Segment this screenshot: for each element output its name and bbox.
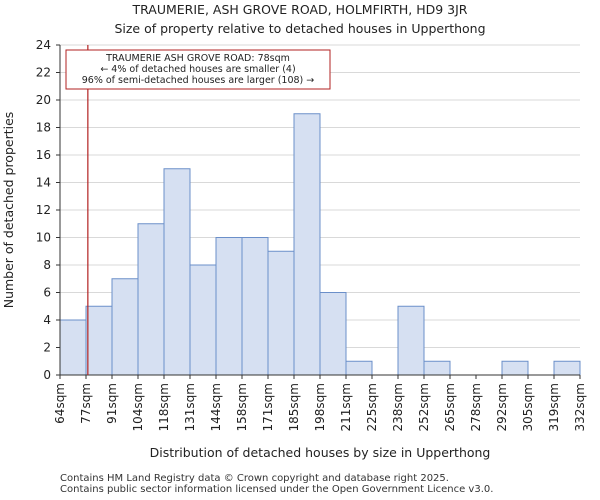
x-axis-label: Distribution of detached houses by size … [150, 445, 491, 460]
bar-144sqm [215, 237, 243, 376]
annotation-box: TRAUMERIE ASH GROVE ROAD: 78sqm ← 4% of … [65, 49, 331, 90]
chart-subtitle: Size of property relative to detached ho… [114, 21, 486, 36]
x-tick-label: 278sqm [469, 383, 483, 431]
x-tick-label: 225sqm [365, 383, 379, 431]
bar-64sqm [59, 319, 87, 376]
bar-292sqm [501, 360, 529, 376]
x-tick-label: 91sqm [105, 383, 119, 424]
y-axis-label: Number of detached properties [1, 112, 16, 309]
y-tick-label: 16 [36, 148, 51, 162]
y-tick-label: 18 [36, 121, 51, 135]
x-tick-label: 292sqm [495, 383, 509, 431]
x-tick-label: 185sqm [287, 383, 301, 431]
footer-line-2: Contains public sector information licen… [60, 484, 494, 495]
annotation-line-2: ← 4% of detached houses are smaller (4) [100, 64, 295, 75]
x-tick-label: 144sqm [209, 383, 223, 431]
footer-line-1: Contains HM Land Registry data © Crown c… [60, 473, 449, 484]
bar-319sqm [553, 360, 581, 376]
x-tick-label: 131sqm [183, 383, 197, 431]
bar-252sqm [423, 360, 451, 376]
chart-title: TRAUMERIE, ASH GROVE ROAD, HOLMFIRTH, HD… [132, 2, 468, 17]
y-tick-label: 8 [43, 258, 51, 272]
x-tick-label: 319sqm [547, 383, 561, 431]
bar-171sqm [267, 250, 295, 376]
bar-238sqm [397, 305, 425, 376]
y-tick-label: 6 [43, 286, 51, 300]
x-tick-label: 305sqm [521, 383, 535, 431]
y-tick-label: 20 [36, 93, 51, 107]
bar-158sqm [241, 237, 269, 376]
x-tick-label: 118sqm [157, 383, 171, 431]
y-tick-label: 4 [43, 313, 51, 327]
bar-77sqm [85, 305, 113, 376]
y-tick-label: 10 [36, 231, 51, 245]
y-tick-label: 14 [36, 176, 51, 190]
x-tick-label: 158sqm [235, 383, 249, 431]
bars-layer [59, 113, 581, 376]
bar-118sqm [163, 168, 191, 376]
bar-91sqm [111, 278, 139, 376]
x-tick-label: 198sqm [313, 383, 327, 431]
bar-131sqm [189, 264, 217, 376]
x-tick-label: 171sqm [261, 383, 275, 431]
x-tick-label: 104sqm [131, 383, 145, 431]
x-tick-label: 332sqm [573, 383, 587, 431]
x-tick-label: 238sqm [391, 383, 405, 431]
bar-185sqm [293, 113, 321, 376]
annotation-line-3: 96% of semi-detached houses are larger (… [82, 75, 315, 86]
y-tick-label: 2 [43, 341, 51, 355]
x-tick-label: 252sqm [417, 383, 431, 431]
x-tick-label: 77sqm [79, 383, 93, 424]
y-tick-label: 12 [36, 203, 51, 217]
y-tick-label: 22 [36, 66, 51, 80]
bar-104sqm [137, 223, 165, 376]
x-tick-label: 265sqm [443, 383, 457, 431]
annotation-border [65, 49, 331, 90]
bar-211sqm [345, 360, 373, 376]
y-tick-label: 0 [43, 368, 51, 382]
y-tick-label: 24 [36, 38, 51, 52]
x-tick-label: 211sqm [339, 383, 353, 431]
x-ticks: 64sqm 77sqm 91sqm 104sqm 118sqm 131sqm 144sqm 1… [53, 375, 587, 431]
bar-198sqm [319, 292, 347, 376]
annotation-line-1: TRAUMERIE ASH GROVE ROAD: 78sqm [105, 53, 290, 64]
x-tick-label: 64sqm [53, 383, 67, 424]
